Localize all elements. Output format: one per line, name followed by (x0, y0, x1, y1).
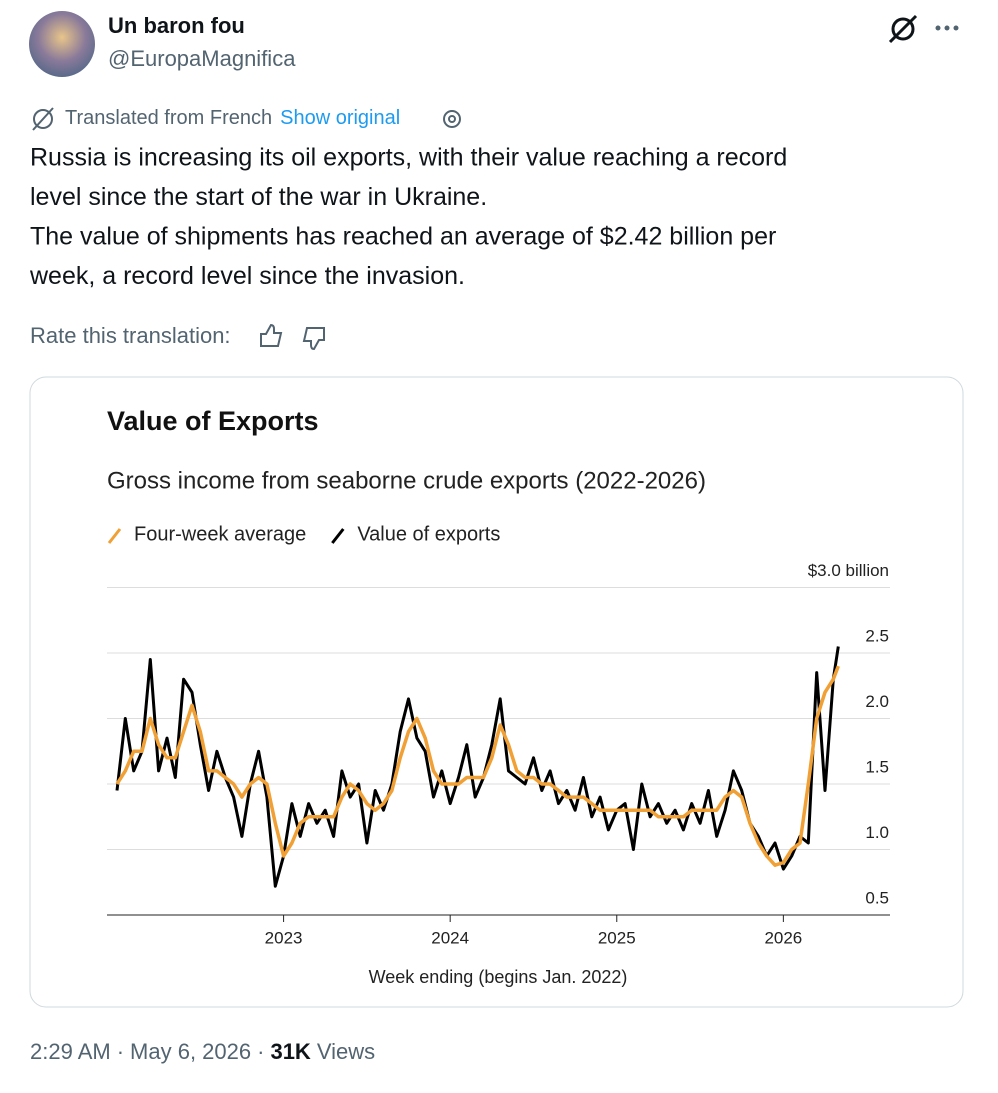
settings-icon[interactable] (443, 110, 461, 128)
legend-swatch (107, 528, 122, 544)
chart-title: Value of Exports (107, 406, 319, 436)
series-line (115, 665, 840, 867)
avatar[interactable] (29, 11, 95, 77)
x-tick-label: 2026 (764, 928, 802, 947)
legend-label: Value of exports (357, 523, 500, 545)
thumb-down[interactable] (302, 327, 325, 351)
show-original[interactable]: Show original (280, 107, 400, 129)
text-line: week, a record level since the invasion. (29, 262, 465, 290)
separator: · (257, 1039, 264, 1064)
x-tick-label: 2025 (598, 928, 636, 947)
thumb-up[interactable] (260, 323, 283, 347)
rate-translation: Rate this translation: (30, 323, 231, 348)
y-tick-label: $3.0 billion (808, 561, 889, 580)
legend-swatch (331, 528, 345, 544)
chart: Value of Exports Gross income from seabor… (107, 406, 890, 987)
separator: · (117, 1039, 124, 1064)
views-label: Views (317, 1039, 375, 1064)
y-tick-label: 2.5 (865, 626, 889, 645)
tweet-text: Russia is increasing its oil exports, wi… (29, 144, 787, 291)
views-count: 31K (270, 1039, 310, 1064)
x-tick-label: 2024 (431, 928, 469, 947)
translate-icon (32, 107, 54, 131)
y-tick-label: 1.5 (865, 757, 889, 776)
more-icon[interactable] (935, 25, 959, 31)
chart-subtitle: Gross income from seaborne crude exports… (107, 467, 706, 494)
x-axis-label: Week ending (begins Jan. 2022) (369, 967, 628, 987)
author-name[interactable]: Un baron fou (108, 13, 245, 38)
time[interactable]: 2:29 AM (30, 1039, 111, 1064)
series-line (115, 646, 840, 888)
translated-from: Translated from French (65, 107, 272, 129)
legend-label: Four-week average (134, 523, 306, 545)
translation-note: Translated from French Show original (65, 107, 400, 129)
y-tick-label: 1.0 (865, 823, 889, 842)
text-line: The value of shipments has reached an av… (30, 223, 776, 251)
text-line: Russia is increasing its oil exports, wi… (30, 144, 787, 172)
grok-icon[interactable] (888, 14, 918, 44)
text-line: level since the start of the war in Ukra… (30, 183, 487, 211)
y-tick-label: 2.0 (865, 692, 889, 711)
date[interactable]: May 6, 2026 (130, 1039, 251, 1064)
timestamp: 2:29 AM · May 6, 2026 · 31K Views (30, 1039, 375, 1064)
y-tick-label: 0.5 (865, 888, 889, 907)
author-handle[interactable]: @EuropaMagnifica (108, 46, 296, 71)
x-tick-label: 2023 (265, 928, 303, 947)
